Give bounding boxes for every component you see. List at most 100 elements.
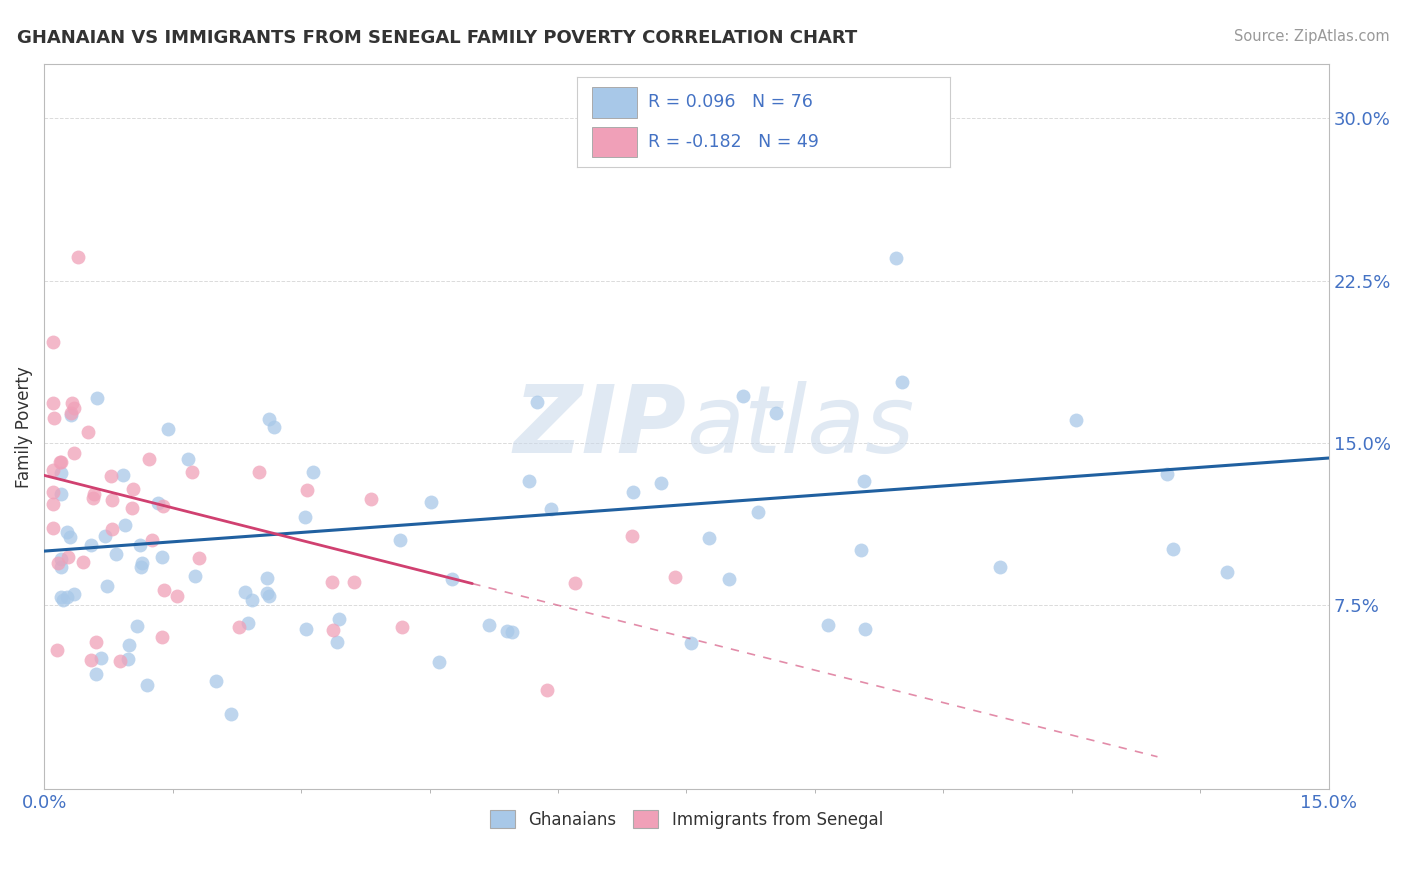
Point <box>51 466 73 480</box>
Point <box>204 674 226 689</box>
Point <box>1215 565 1237 579</box>
Point <box>240 592 263 607</box>
Point <box>391 620 413 634</box>
Point <box>536 683 558 698</box>
Point <box>263 420 285 434</box>
Point <box>56 549 79 564</box>
Point <box>440 572 463 586</box>
Point <box>301 465 323 479</box>
Point <box>94 529 117 543</box>
Point <box>326 635 349 649</box>
Point <box>129 559 152 574</box>
Point <box>46 643 69 657</box>
Point <box>49 455 72 469</box>
Point <box>478 617 501 632</box>
Point <box>765 406 787 420</box>
Point <box>152 500 174 514</box>
Point <box>188 550 211 565</box>
Point <box>41 334 63 349</box>
Point <box>219 706 242 721</box>
Point <box>42 411 65 425</box>
Point <box>51 590 73 604</box>
Text: atlas: atlas <box>686 381 915 472</box>
Point <box>131 556 153 570</box>
Point <box>650 475 672 490</box>
Point <box>517 474 540 488</box>
Point <box>41 497 63 511</box>
Point <box>77 425 100 439</box>
Point <box>83 487 105 501</box>
Point <box>294 509 316 524</box>
Point <box>41 463 63 477</box>
Text: Source: ZipAtlas.com: Source: ZipAtlas.com <box>1233 29 1389 45</box>
Point <box>988 560 1011 574</box>
Point <box>117 652 139 666</box>
Point <box>166 589 188 603</box>
Y-axis label: Family Poverty: Family Poverty <box>15 366 32 488</box>
Point <box>146 496 169 510</box>
Point <box>138 451 160 466</box>
Point <box>259 411 281 425</box>
Point <box>66 250 89 264</box>
Point <box>664 570 686 584</box>
Point <box>108 654 131 668</box>
Point <box>891 376 914 390</box>
Point <box>321 575 343 590</box>
Point <box>181 466 204 480</box>
Point <box>49 454 72 468</box>
Point <box>256 571 278 585</box>
Point <box>129 538 152 552</box>
Point <box>817 617 839 632</box>
Point <box>233 585 256 599</box>
Point <box>63 446 86 460</box>
Point <box>51 487 73 501</box>
Point <box>80 538 103 552</box>
Point <box>184 569 207 583</box>
Point <box>62 401 84 416</box>
Point <box>427 655 450 669</box>
Point <box>55 590 77 604</box>
Point <box>295 483 318 497</box>
Point <box>111 468 134 483</box>
Point <box>153 582 176 597</box>
Point <box>72 555 94 569</box>
Point <box>228 620 250 634</box>
Point <box>121 500 143 515</box>
Point <box>747 505 769 519</box>
Point <box>718 572 741 586</box>
Point <box>852 474 875 488</box>
Point <box>621 529 644 543</box>
Point <box>86 391 108 405</box>
Point <box>294 622 316 636</box>
Text: ZIP: ZIP <box>513 381 686 473</box>
Point <box>360 491 382 506</box>
Point <box>257 590 280 604</box>
Text: GHANAIAN VS IMMIGRANTS FROM SENEGAL FAMILY POVERTY CORRELATION CHART: GHANAIAN VS IMMIGRANTS FROM SENEGAL FAMI… <box>17 29 858 47</box>
Point <box>41 396 63 410</box>
Point <box>96 579 118 593</box>
Point <box>501 625 523 640</box>
Point <box>564 576 586 591</box>
Point <box>389 533 412 547</box>
Point <box>150 549 173 564</box>
Point <box>177 452 200 467</box>
Point <box>100 522 122 536</box>
Point <box>699 531 721 545</box>
Point <box>114 517 136 532</box>
Point <box>526 395 548 409</box>
Point <box>886 251 908 265</box>
Point <box>60 408 83 422</box>
Point <box>156 422 179 436</box>
Point <box>59 530 82 544</box>
Point <box>82 491 104 506</box>
Point <box>41 485 63 500</box>
Point <box>851 542 873 557</box>
Point <box>125 619 148 633</box>
Point <box>256 585 278 599</box>
Point <box>1161 541 1184 556</box>
Point <box>1064 412 1087 426</box>
Point <box>621 485 644 500</box>
Point <box>51 552 73 566</box>
Point <box>60 406 83 420</box>
Point <box>80 653 103 667</box>
